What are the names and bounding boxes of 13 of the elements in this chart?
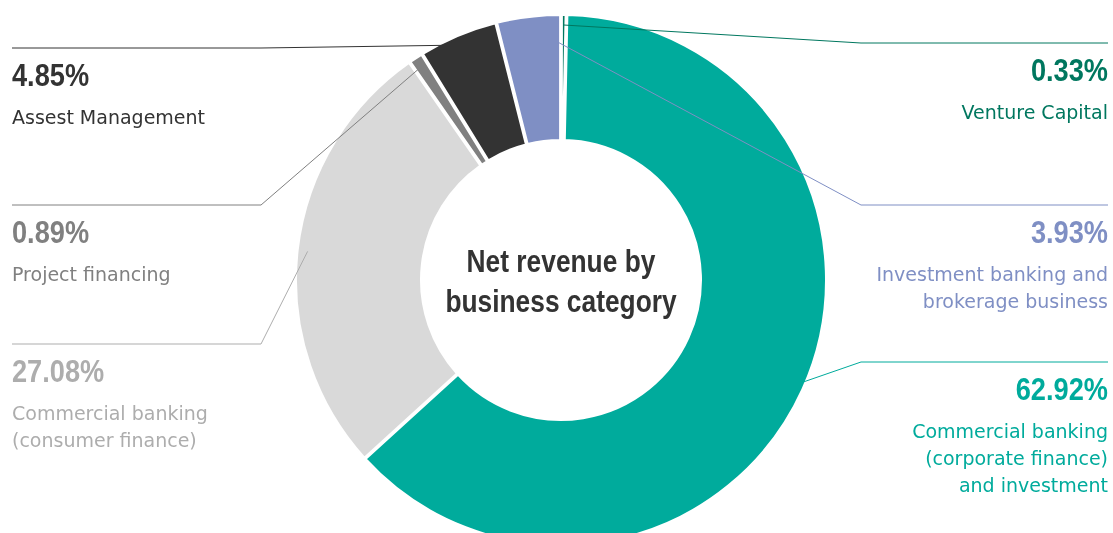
- text: Net revenue by business category: [445, 243, 677, 319]
- data-label: 3.93%: [1030, 213, 1108, 250]
- data-label: 0.89%: [12, 213, 90, 250]
- data-label: 0.33%: [1030, 51, 1108, 88]
- slice-label: Assest Management: [12, 106, 206, 128]
- slice-label: Commercial banking (corporate finance) and investment: [912, 420, 1108, 496]
- slice-label: Commercial banking (consumer finance): [12, 402, 208, 451]
- data-label: 4.85%: [12, 56, 90, 93]
- slice-label: Project financing: [12, 263, 171, 285]
- slice-label: Investment banking and brokerage business: [876, 263, 1108, 312]
- data-label: 62.92%: [1015, 370, 1108, 407]
- slice-label: Venture Capital: [961, 101, 1108, 123]
- data-label: 27.08%: [12, 352, 105, 389]
